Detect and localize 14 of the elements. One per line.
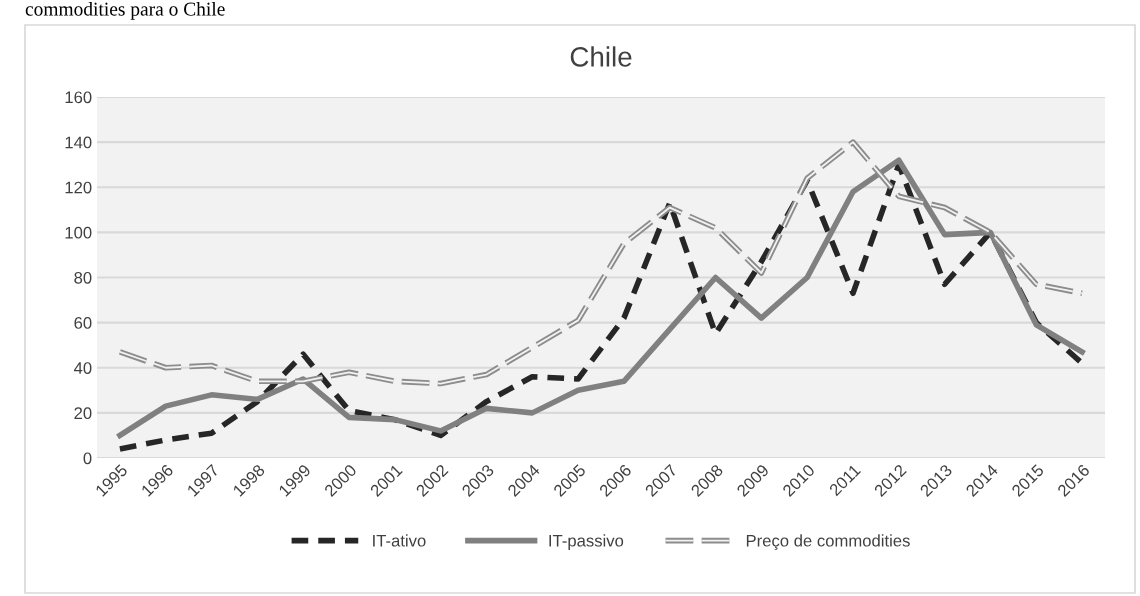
y-tick-label: 60 <box>74 317 92 329</box>
y-tick-label: 100 <box>65 226 92 239</box>
legend-label: IT-passivo <box>549 534 624 550</box>
chart-title: Chile <box>570 46 632 67</box>
y-tick-label: 80 <box>74 271 92 284</box>
text: commodities para o Chile <box>25 2 225 20</box>
y-tick-label: 20 <box>74 407 92 420</box>
y-tick-label: 120 <box>65 181 92 194</box>
y-tick-label: 0 <box>83 452 92 465</box>
y-tick-label: 40 <box>73 362 92 374</box>
y-tick-label: 140 <box>65 136 92 149</box>
legend-label: Preço de commodities <box>746 534 910 550</box>
legend-label: IT-ativo <box>373 534 426 547</box>
y-tick-label: 160 <box>65 91 92 104</box>
